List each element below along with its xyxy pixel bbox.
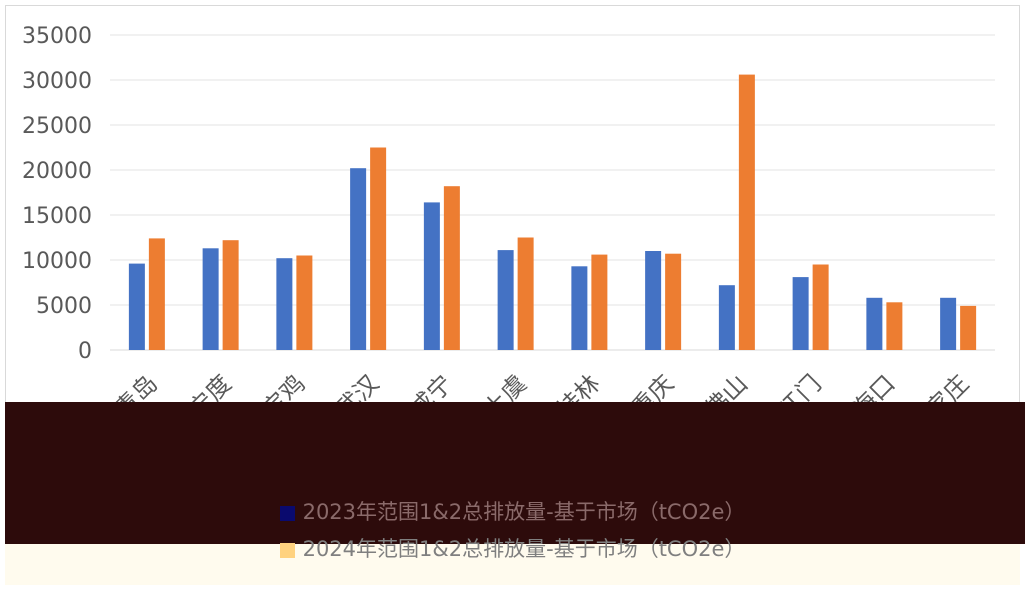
y-tick-label: 20000 bbox=[22, 159, 92, 184]
bar-2023 bbox=[497, 250, 514, 350]
legend-label-2023: 2023年范围1&2总排放量-基于市场（tCO2e） bbox=[302, 500, 746, 524]
bar-2024 bbox=[812, 264, 829, 350]
bar-2024 bbox=[296, 255, 313, 350]
bar-2024 bbox=[886, 302, 903, 350]
gridlines bbox=[110, 34, 995, 351]
y-tick-label: 0 bbox=[78, 339, 92, 364]
bar-2023 bbox=[940, 297, 957, 350]
bar-2024 bbox=[443, 186, 460, 350]
y-tick-label: 25000 bbox=[22, 114, 92, 139]
bar-2024 bbox=[517, 237, 534, 350]
y-tick-label: 35000 bbox=[22, 24, 92, 49]
bar-2023 bbox=[423, 202, 440, 350]
redacted-overlay bbox=[5, 402, 1025, 544]
legend-item-2023: 2023年范围1&2总排放量-基于市场（tCO2e） bbox=[0, 496, 1025, 526]
bar-2024 bbox=[960, 305, 977, 350]
bar-2023 bbox=[718, 285, 735, 350]
bar-2023 bbox=[792, 277, 809, 350]
legend-label-2024: 2024年范围1&2总排放量-基于市场（tCO2e） bbox=[302, 537, 746, 561]
y-axis-ticks: 35000 30000 25000 20000 15000 10000 5000 0 bbox=[22, 24, 92, 364]
bar-2023 bbox=[866, 297, 883, 350]
legend-item-2024: 2024年范围1&2总排放量-基于市场（tCO2e） bbox=[0, 533, 1025, 563]
bar-2024 bbox=[148, 238, 165, 350]
legend-background bbox=[5, 544, 1020, 585]
bar-2023 bbox=[128, 263, 145, 350]
bar-2023 bbox=[276, 258, 293, 350]
legend-swatch-2023 bbox=[279, 505, 295, 521]
bar-2024 bbox=[370, 147, 387, 350]
bars bbox=[128, 74, 977, 350]
bar-2024 bbox=[738, 74, 755, 350]
bar-2024 bbox=[665, 253, 682, 350]
y-tick-label: 15000 bbox=[22, 204, 92, 229]
y-tick-label: 30000 bbox=[22, 69, 92, 94]
bar-2024 bbox=[222, 240, 239, 350]
bar-2023 bbox=[202, 248, 219, 350]
y-tick-label: 10000 bbox=[22, 249, 92, 274]
bar-2023 bbox=[350, 168, 367, 350]
bar-2024 bbox=[591, 254, 608, 350]
y-tick-label: 5000 bbox=[36, 294, 92, 319]
bar-2023 bbox=[571, 266, 588, 350]
legend-swatch-2024 bbox=[279, 542, 295, 558]
bar-2023 bbox=[645, 251, 662, 350]
